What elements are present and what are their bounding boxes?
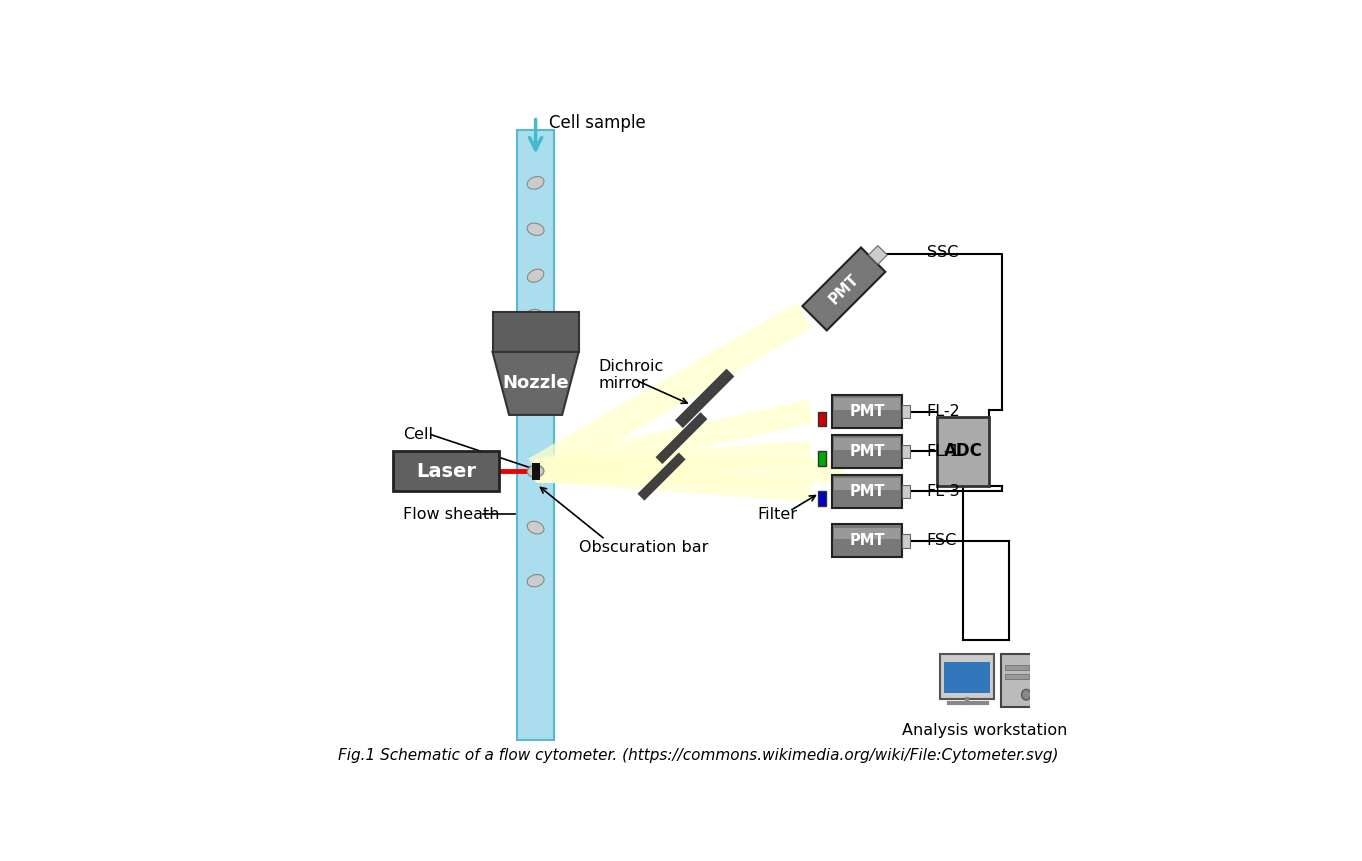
Bar — [817, 491, 827, 505]
Polygon shape — [535, 461, 812, 502]
Bar — [902, 405, 910, 418]
Bar — [835, 438, 900, 449]
Bar — [817, 451, 827, 466]
Bar — [940, 653, 994, 698]
Ellipse shape — [527, 269, 543, 282]
Text: FSC: FSC — [926, 533, 957, 548]
Text: PMT: PMT — [850, 484, 885, 499]
Text: Laser: Laser — [417, 461, 477, 480]
Bar — [394, 451, 498, 491]
Polygon shape — [528, 303, 812, 484]
Text: PMT: PMT — [825, 271, 862, 307]
Text: Cell: Cell — [403, 427, 433, 443]
Text: Analysis workstation: Analysis workstation — [902, 723, 1068, 738]
Text: PMT: PMT — [850, 404, 885, 419]
Ellipse shape — [1022, 690, 1031, 700]
Ellipse shape — [527, 521, 543, 534]
Bar — [1001, 653, 1032, 707]
Bar — [902, 534, 910, 548]
Polygon shape — [533, 400, 813, 483]
Bar — [902, 485, 910, 498]
Bar — [944, 661, 990, 693]
Polygon shape — [535, 459, 844, 483]
Text: FL-3: FL-3 — [926, 484, 960, 499]
Bar — [1005, 665, 1028, 670]
Ellipse shape — [527, 223, 543, 235]
Ellipse shape — [527, 309, 545, 321]
Bar — [1005, 674, 1028, 679]
Polygon shape — [535, 441, 812, 482]
Text: Dichroic
mirror: Dichroic mirror — [598, 359, 663, 392]
Text: Filter: Filter — [757, 507, 798, 522]
Bar — [832, 395, 902, 428]
Text: PMT: PMT — [850, 533, 885, 548]
Polygon shape — [493, 313, 579, 352]
Text: SSC: SSC — [926, 245, 957, 260]
Ellipse shape — [527, 177, 543, 189]
Bar — [817, 412, 827, 426]
Polygon shape — [802, 247, 885, 331]
Text: FL-2: FL-2 — [926, 404, 960, 419]
Bar — [531, 462, 539, 480]
Polygon shape — [493, 352, 579, 415]
Polygon shape — [869, 245, 887, 264]
Bar — [835, 399, 900, 410]
Ellipse shape — [527, 465, 543, 477]
Bar — [835, 478, 900, 490]
Ellipse shape — [527, 343, 543, 355]
Text: Fig.1 Schematic of a flow cytometer. (https://commons.wikimedia.org/wiki/File:Cy: Fig.1 Schematic of a flow cytometer. (ht… — [338, 748, 1058, 763]
Bar — [832, 435, 902, 468]
Ellipse shape — [527, 574, 543, 587]
Bar — [937, 417, 989, 486]
Text: ADC: ADC — [944, 443, 982, 461]
Bar — [902, 445, 910, 458]
Bar — [832, 474, 902, 508]
Text: Cell sample: Cell sample — [549, 115, 646, 133]
Text: FL-1: FL-1 — [926, 444, 960, 459]
Bar — [832, 524, 902, 557]
Bar — [518, 130, 554, 740]
Text: Nozzle: Nozzle — [503, 374, 569, 392]
Text: Flow sheath: Flow sheath — [403, 507, 500, 522]
Text: Obscuration bar: Obscuration bar — [579, 540, 708, 555]
Bar — [835, 528, 900, 539]
Text: PMT: PMT — [850, 444, 885, 459]
